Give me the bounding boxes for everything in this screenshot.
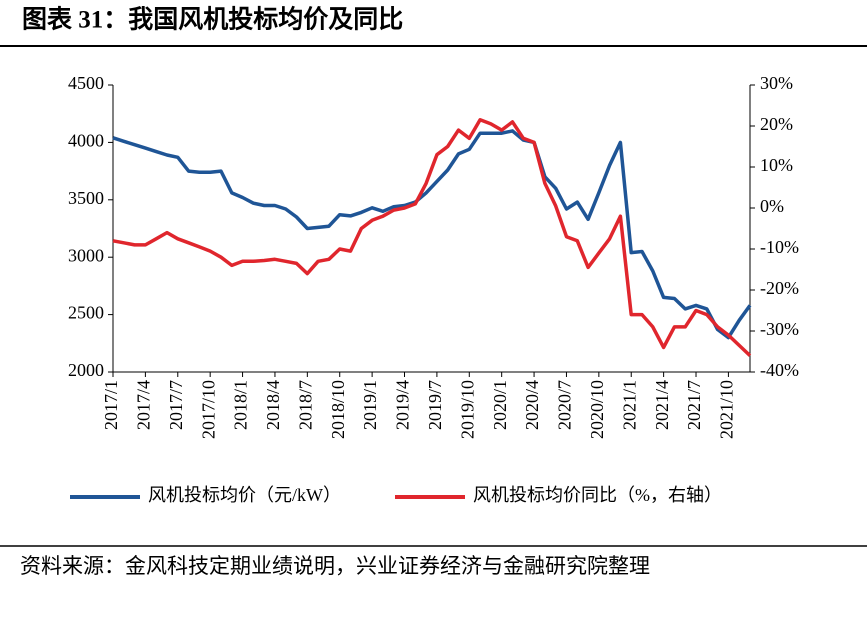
x-tick-label: 2017/10 — [198, 380, 218, 439]
y2-tick-label: -30% — [760, 319, 799, 339]
x-tick-label: 2017/1 — [101, 380, 121, 430]
x-tick-label: 2021/7 — [684, 380, 704, 430]
source-box: 资料来源：金风科技定期业绩说明，兴业证券经济与金融研究院整理 — [20, 554, 650, 578]
x-tick-label: 2018/7 — [295, 380, 315, 430]
y-tick-label: 3500 — [68, 188, 104, 208]
y-tick-label: 2500 — [68, 303, 104, 323]
x-tick-label: 2017/7 — [166, 380, 186, 430]
x-tick-label: 2019/4 — [393, 380, 413, 430]
y2-tick-label: -10% — [760, 237, 799, 257]
x-tick-label: 2021/1 — [619, 380, 639, 430]
x-tick-label: 2020/1 — [490, 380, 510, 430]
x-tick-label: 2018/4 — [263, 380, 283, 430]
x-tick-label: 2020/4 — [522, 380, 542, 430]
y2-tick-label: 10% — [760, 155, 793, 175]
x-tick-label: 2021/10 — [717, 380, 737, 439]
x-tick-label: 2018/10 — [328, 380, 348, 439]
y-tick-label: 4000 — [68, 131, 104, 151]
series-line — [112, 129, 752, 340]
x-tick-label: 2020/7 — [555, 380, 575, 430]
y-tick-label: 2000 — [68, 360, 104, 380]
x-tick-label: 2018/1 — [231, 380, 251, 430]
y-tick-label: 4500 — [68, 73, 104, 93]
chart-title: 图表 31：我国风机投标均价及同比 — [22, 5, 403, 34]
y-tick-label: 3000 — [68, 245, 104, 265]
source: 资料来源：金风科技定期业绩说明，兴业证券经济与金融研究院整理 — [20, 554, 650, 578]
y2-tick-label: 0% — [760, 196, 784, 216]
legend-label: 风机投标均价同比（%，右轴） — [473, 485, 722, 505]
y2-tick-label: -20% — [760, 278, 799, 298]
x-tick-label: 2019/7 — [425, 380, 445, 430]
y2-tick-label: 30% — [760, 73, 793, 93]
x-tick-label: 2017/4 — [134, 380, 154, 430]
y2-tick-label: -40% — [760, 360, 799, 380]
legend-label: 风机投标均价（元/kW） — [148, 485, 341, 505]
series-line — [112, 118, 752, 357]
x-tick-label: 2020/10 — [587, 380, 607, 439]
x-tick-label: 2019/10 — [457, 380, 477, 439]
y2-tick-label: 20% — [760, 114, 793, 134]
x-tick-label: 2021/4 — [652, 380, 672, 430]
x-tick-label: 2019/1 — [360, 380, 380, 430]
